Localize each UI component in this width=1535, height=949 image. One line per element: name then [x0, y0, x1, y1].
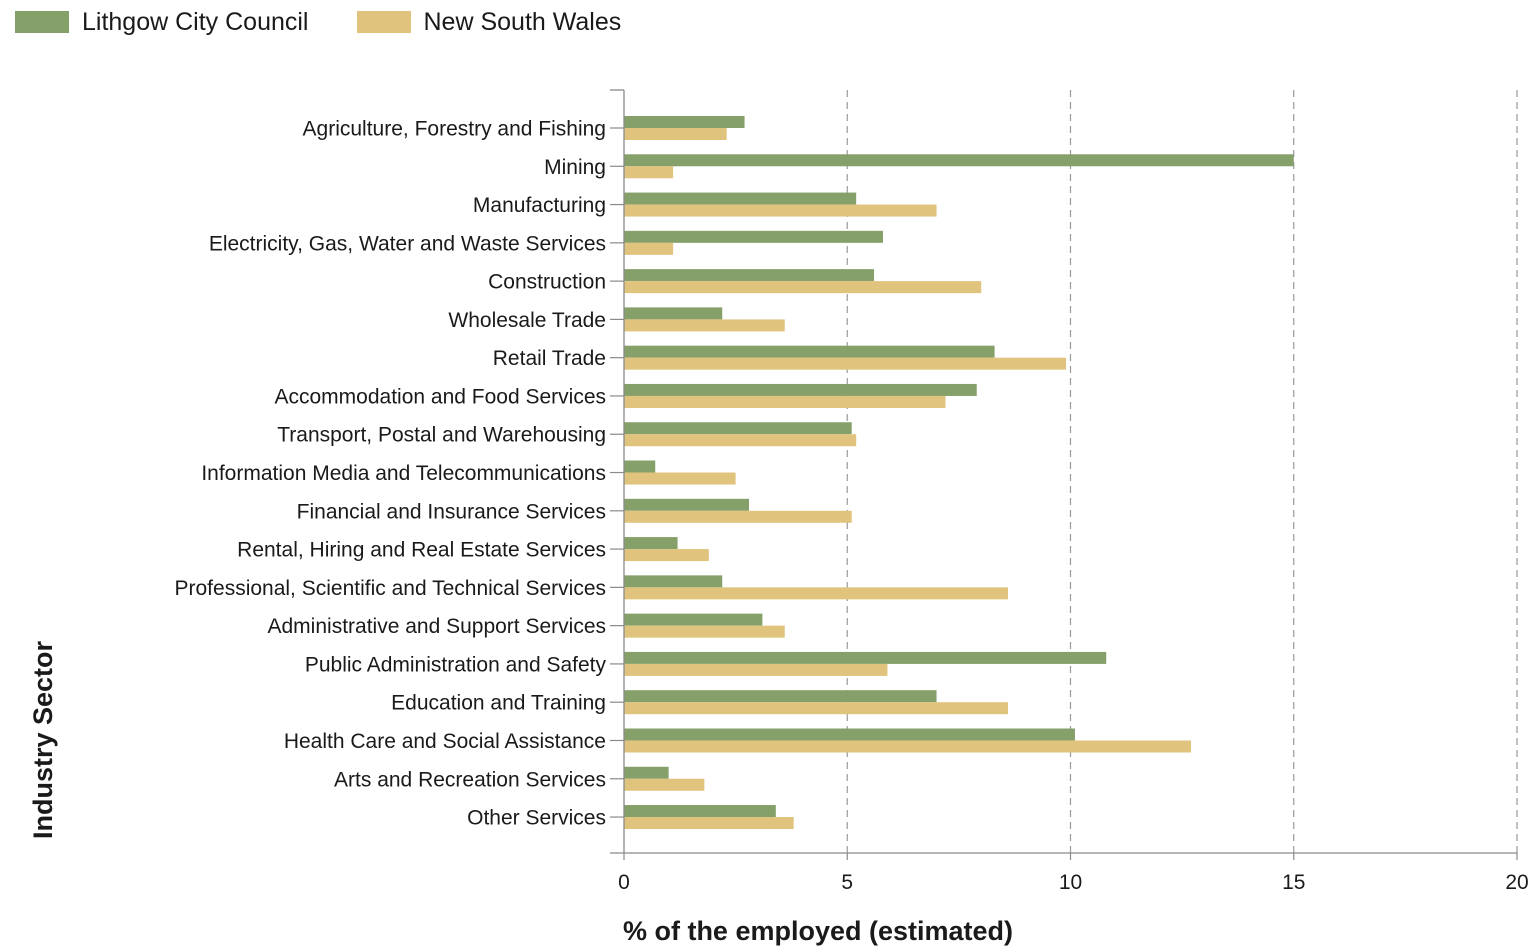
- x-axis-title: % of the employed (estimated): [623, 916, 1013, 946]
- bar-new-south-wales-electricity-gas-water-and-waste-services[interactable]: [624, 242, 674, 255]
- bars: [624, 116, 1294, 830]
- category-label-other-services: Other Services: [467, 807, 606, 830]
- x-tick-label-20: 20: [1505, 871, 1528, 894]
- legend-swatch-nsw: [356, 11, 411, 33]
- category-label-rental-hiring-and-real-estate-services: Rental, Hiring and Real Estate Services: [237, 539, 606, 562]
- category-label-public-administration-and-safety: Public Administration and Safety: [305, 653, 607, 676]
- x-tick-label-0: 0: [618, 871, 630, 894]
- category-label-construction: Construction: [488, 271, 606, 294]
- bar-new-south-wales-accommodation-and-food-services[interactable]: [624, 395, 946, 408]
- axes: [610, 89, 1518, 860]
- legend-label-lithgow: Lithgow City Council: [82, 7, 309, 36]
- y-axis-title: Industry Sector: [28, 640, 58, 839]
- bar-lithgow-city-council-education-and-training[interactable]: [624, 690, 937, 703]
- x-tick-labels: 0 5 10 15 20: [618, 871, 1529, 894]
- category-label-wholesale-trade: Wholesale Trade: [448, 309, 606, 332]
- x-tick-label-5: 5: [841, 871, 853, 894]
- bar-lithgow-city-council-administrative-and-support-services[interactable]: [624, 613, 763, 626]
- bar-new-south-wales-construction[interactable]: [624, 281, 982, 294]
- bar-new-south-wales-wholesale-trade[interactable]: [624, 319, 785, 332]
- bar-new-south-wales-public-administration-and-safety[interactable]: [624, 663, 888, 676]
- category-label-arts-and-recreation-services: Arts and Recreation Services: [334, 768, 606, 791]
- bar-lithgow-city-council-wholesale-trade[interactable]: [624, 307, 723, 320]
- bar-lithgow-city-council-manufacturing[interactable]: [624, 192, 857, 205]
- bar-lithgow-city-council-other-services[interactable]: [624, 805, 776, 818]
- category-label-accommodation-and-food-services: Accommodation and Food Services: [275, 385, 607, 408]
- x-tick-label-10: 10: [1059, 871, 1082, 894]
- bar-new-south-wales-administrative-and-support-services[interactable]: [624, 625, 785, 638]
- legend-item-lithgow[interactable]: Lithgow City Council: [15, 8, 309, 37]
- bar-lithgow-city-council-construction[interactable]: [624, 269, 875, 282]
- category-label-administrative-and-support-services: Administrative and Support Services: [268, 615, 607, 638]
- bar-lithgow-city-council-professional-scientific-and-technical-services[interactable]: [624, 575, 723, 588]
- category-label-professional-scientific-and-technical-services: Professional, Scientific and Technical S…: [175, 577, 607, 600]
- bar-new-south-wales-health-care-and-social-assistance[interactable]: [624, 740, 1192, 753]
- bar-lithgow-city-council-public-administration-and-safety[interactable]: [624, 651, 1107, 664]
- category-label-education-and-training: Education and Training: [391, 692, 606, 715]
- bar-lithgow-city-council-arts-and-recreation-services[interactable]: [624, 766, 669, 779]
- bar-new-south-wales-information-media-and-telecommunications[interactable]: [624, 472, 736, 485]
- bar-new-south-wales-rental-hiring-and-real-estate-services[interactable]: [624, 549, 709, 562]
- legend-swatch-lithgow: [15, 11, 69, 33]
- category-labels: Agriculture, Forestry and Fishing Mining M…: [175, 118, 607, 830]
- legend-item-nsw[interactable]: New South Wales: [356, 7, 622, 37]
- bar-new-south-wales-transport-postal-and-warehousing[interactable]: [624, 434, 857, 447]
- bar-lithgow-city-council-health-care-and-social-assistance[interactable]: [624, 728, 1075, 741]
- category-label-mining: Mining: [544, 156, 606, 179]
- bar-new-south-wales-education-and-training[interactable]: [624, 702, 1008, 715]
- legend: Lithgow City Council New South Wales: [15, 6, 669, 38]
- category-label-financial-and-insurance-services: Financial and Insurance Services: [297, 500, 606, 523]
- bar-new-south-wales-professional-scientific-and-technical-services[interactable]: [624, 587, 1008, 600]
- bar-lithgow-city-council-agriculture-forestry-and-fishing[interactable]: [624, 116, 745, 128]
- bar-new-south-wales-financial-and-insurance-services[interactable]: [624, 510, 852, 523]
- category-label-transport-postal-and-warehousing: Transport, Postal and Warehousing: [277, 424, 606, 447]
- bar-new-south-wales-manufacturing[interactable]: [624, 204, 937, 217]
- bar-new-south-wales-mining[interactable]: [624, 166, 674, 179]
- category-label-agriculture-forestry-and-fishing: Agriculture, Forestry and Fishing: [303, 118, 606, 141]
- bar-lithgow-city-council-rental-hiring-and-real-estate-services[interactable]: [624, 537, 678, 550]
- category-label-health-care-and-social-assistance: Health Care and Social Assistance: [284, 730, 606, 753]
- bar-lithgow-city-council-accommodation-and-food-services[interactable]: [624, 383, 977, 396]
- category-label-electricity-gas-water-and-waste-services: Electricity, Gas, Water and Waste Servic…: [209, 232, 606, 255]
- x-tick-label-15: 15: [1282, 871, 1305, 894]
- bar-lithgow-city-council-mining[interactable]: [624, 154, 1294, 167]
- bar-lithgow-city-council-electricity-gas-water-and-waste-services[interactable]: [624, 230, 883, 243]
- bar-lithgow-city-council-financial-and-insurance-services[interactable]: [624, 498, 750, 511]
- category-label-information-media-and-telecommunications: Information Media and Telecommunications: [201, 462, 606, 485]
- category-label-manufacturing: Manufacturing: [473, 194, 606, 217]
- bar-new-south-wales-retail-trade[interactable]: [624, 357, 1067, 370]
- bar-new-south-wales-other-services[interactable]: [624, 817, 794, 830]
- bar-lithgow-city-council-information-media-and-telecommunications[interactable]: [624, 460, 656, 473]
- legend-label-nsw: New South Wales: [423, 7, 622, 36]
- category-label-retail-trade: Retail Trade: [493, 347, 606, 370]
- bar-lithgow-city-council-retail-trade[interactable]: [624, 345, 995, 358]
- bar-lithgow-city-council-transport-postal-and-warehousing[interactable]: [624, 422, 852, 435]
- bar-new-south-wales-agriculture-forestry-and-fishing[interactable]: [624, 128, 727, 140]
- bar-new-south-wales-arts-and-recreation-services[interactable]: [624, 778, 705, 791]
